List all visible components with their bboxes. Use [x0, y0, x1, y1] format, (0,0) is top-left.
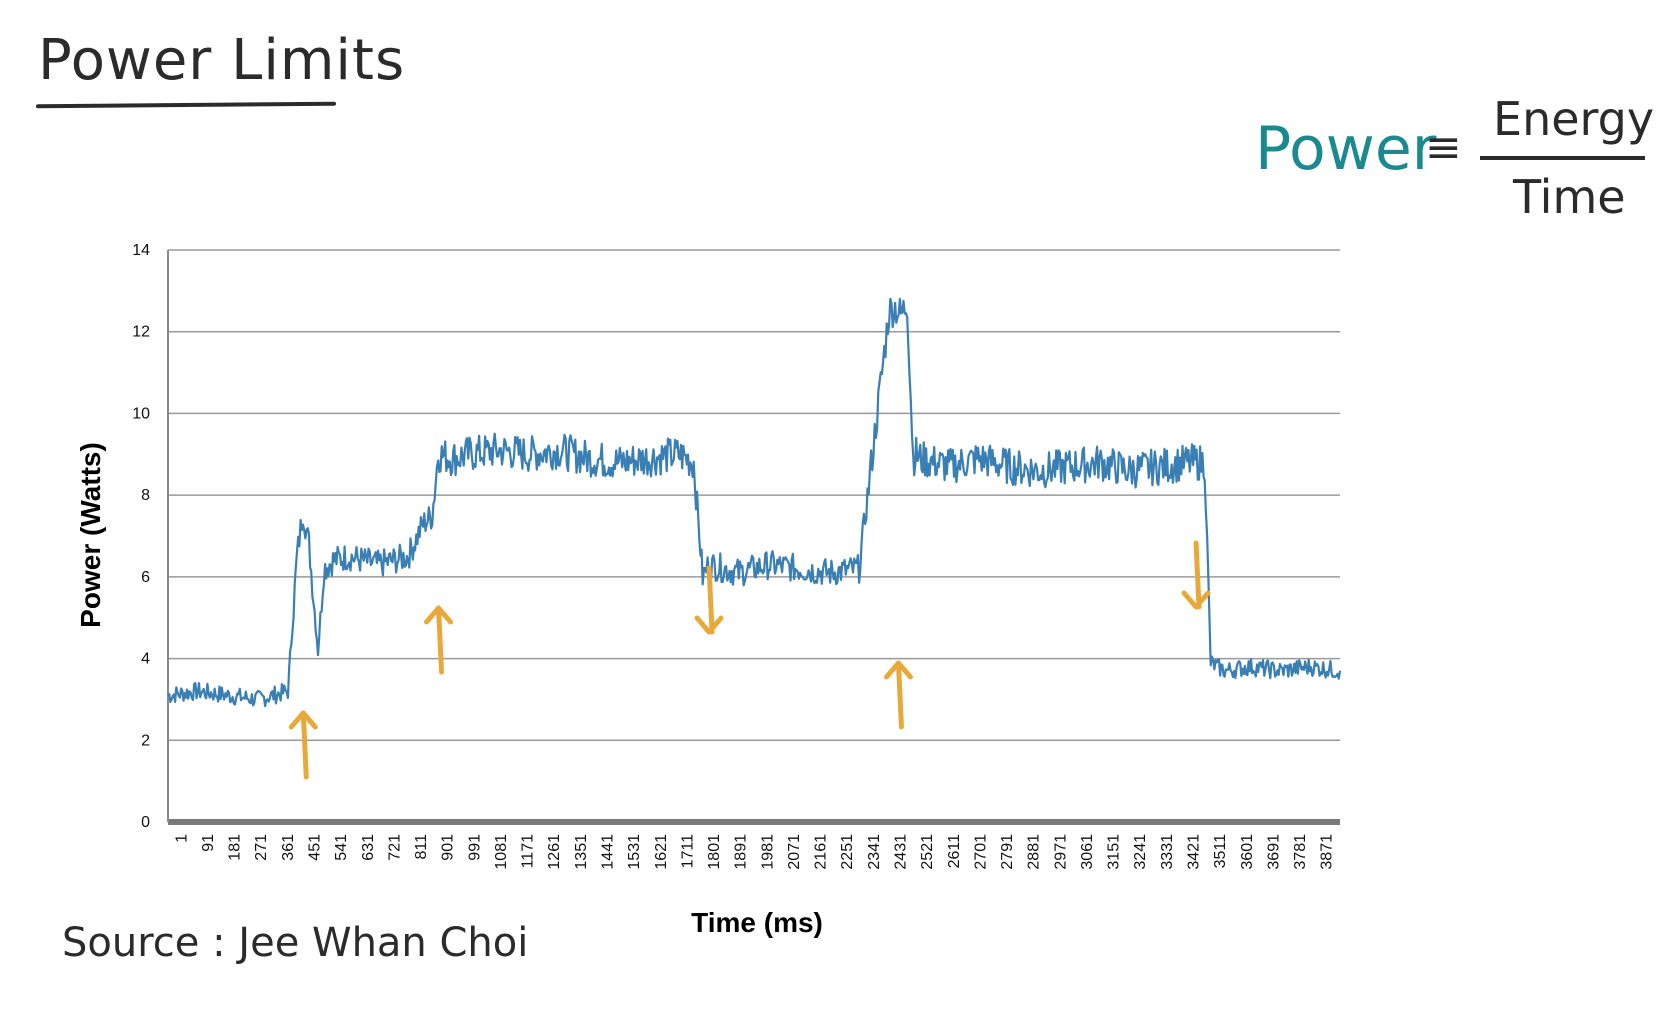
- x-tick-label: 2701: [972, 834, 989, 870]
- y-tick-labels: 0 2 4 6 8 10 12 14: [132, 242, 150, 831]
- x-tick-label: 451: [307, 834, 324, 861]
- x-tick-label: 1531: [626, 834, 643, 870]
- x-tick-label: 3421: [1186, 834, 1203, 870]
- series-line: [168, 299, 1340, 706]
- x-axis-title: Time (ms): [691, 907, 823, 938]
- x-tick-label: 271: [253, 834, 270, 861]
- x-tick-label: 2881: [1026, 834, 1043, 870]
- y-tick-label: 6: [141, 569, 150, 586]
- x-tick-label: 2341: [866, 834, 883, 870]
- x-tick-labels: 1 91 181 271 361 451 541 631 721 811 901 991 1081 117…: [173, 834, 1335, 870]
- x-tick-label: 3241: [1132, 834, 1149, 870]
- x-tick-label: 2071: [786, 834, 803, 870]
- y-tick-label: 14: [132, 242, 150, 259]
- x-tick-label: 991: [466, 834, 483, 861]
- series-layer: [168, 299, 1340, 706]
- x-tick-label: 1801: [706, 834, 723, 870]
- x-tick-label: 1981: [759, 834, 776, 870]
- y-tick-label: 2: [141, 732, 150, 749]
- y-tick-label: 10: [132, 405, 150, 422]
- x-tick-label: 1081: [493, 834, 510, 870]
- x-tick-label: 3331: [1159, 834, 1176, 870]
- x-tick-label: 1261: [546, 834, 563, 870]
- x-tick-label: 1711: [679, 834, 696, 869]
- source-credit: Source : Jee Whan Choi: [62, 920, 528, 966]
- arrow-up-icon: [427, 608, 451, 672]
- x-tick-label: 2251: [839, 834, 856, 870]
- arrow-down-icon: [1184, 543, 1208, 607]
- x-tick-label: 3061: [1079, 834, 1096, 870]
- x-tick-label: 631: [360, 834, 377, 861]
- x-tick-label: 2971: [1052, 834, 1069, 870]
- chart-grid: [168, 250, 1340, 822]
- x-tick-label: 1351: [573, 834, 590, 870]
- x-tick-label: 91: [200, 834, 217, 852]
- x-tick-label: 1171: [520, 834, 537, 869]
- x-tick-label: 1621: [653, 834, 670, 870]
- x-tick-label: 3511: [1212, 834, 1229, 869]
- y-tick-label: 8: [141, 487, 150, 504]
- x-tick-label: 1891: [733, 834, 750, 870]
- arrow-up-icon: [291, 713, 315, 777]
- x-tick-label: 1441: [600, 834, 617, 870]
- x-tick-label: 541: [333, 834, 350, 861]
- arrow-up-icon: [886, 663, 910, 727]
- y-tick-label: 4: [141, 651, 150, 668]
- x-tick-label: 1: [173, 834, 190, 843]
- x-tick-label: 3151: [1106, 834, 1123, 870]
- y-axis-title: Power (Watts): [75, 442, 106, 628]
- y-tick-label: 0: [141, 814, 150, 831]
- x-tick-label: 901: [440, 834, 457, 861]
- y-tick-label: 12: [132, 324, 150, 341]
- x-tick-label: 721: [386, 834, 403, 861]
- annotation-arrows: [291, 543, 1208, 777]
- x-tick-label: 2161: [813, 834, 830, 870]
- x-tick-label: 2431: [893, 834, 910, 870]
- x-tick-label: 361: [280, 834, 297, 861]
- x-tick-label: 3781: [1292, 834, 1309, 870]
- x-tick-label: 3871: [1319, 834, 1336, 870]
- x-tick-label: 2791: [999, 834, 1016, 870]
- x-tick-label: 181: [227, 834, 244, 861]
- x-tick-label: 2521: [919, 834, 936, 870]
- x-tick-label: 811: [413, 834, 430, 860]
- x-tick-label: 3601: [1239, 834, 1256, 870]
- x-tick-label: 3691: [1265, 834, 1282, 870]
- x-tick-label: 2611: [946, 834, 963, 869]
